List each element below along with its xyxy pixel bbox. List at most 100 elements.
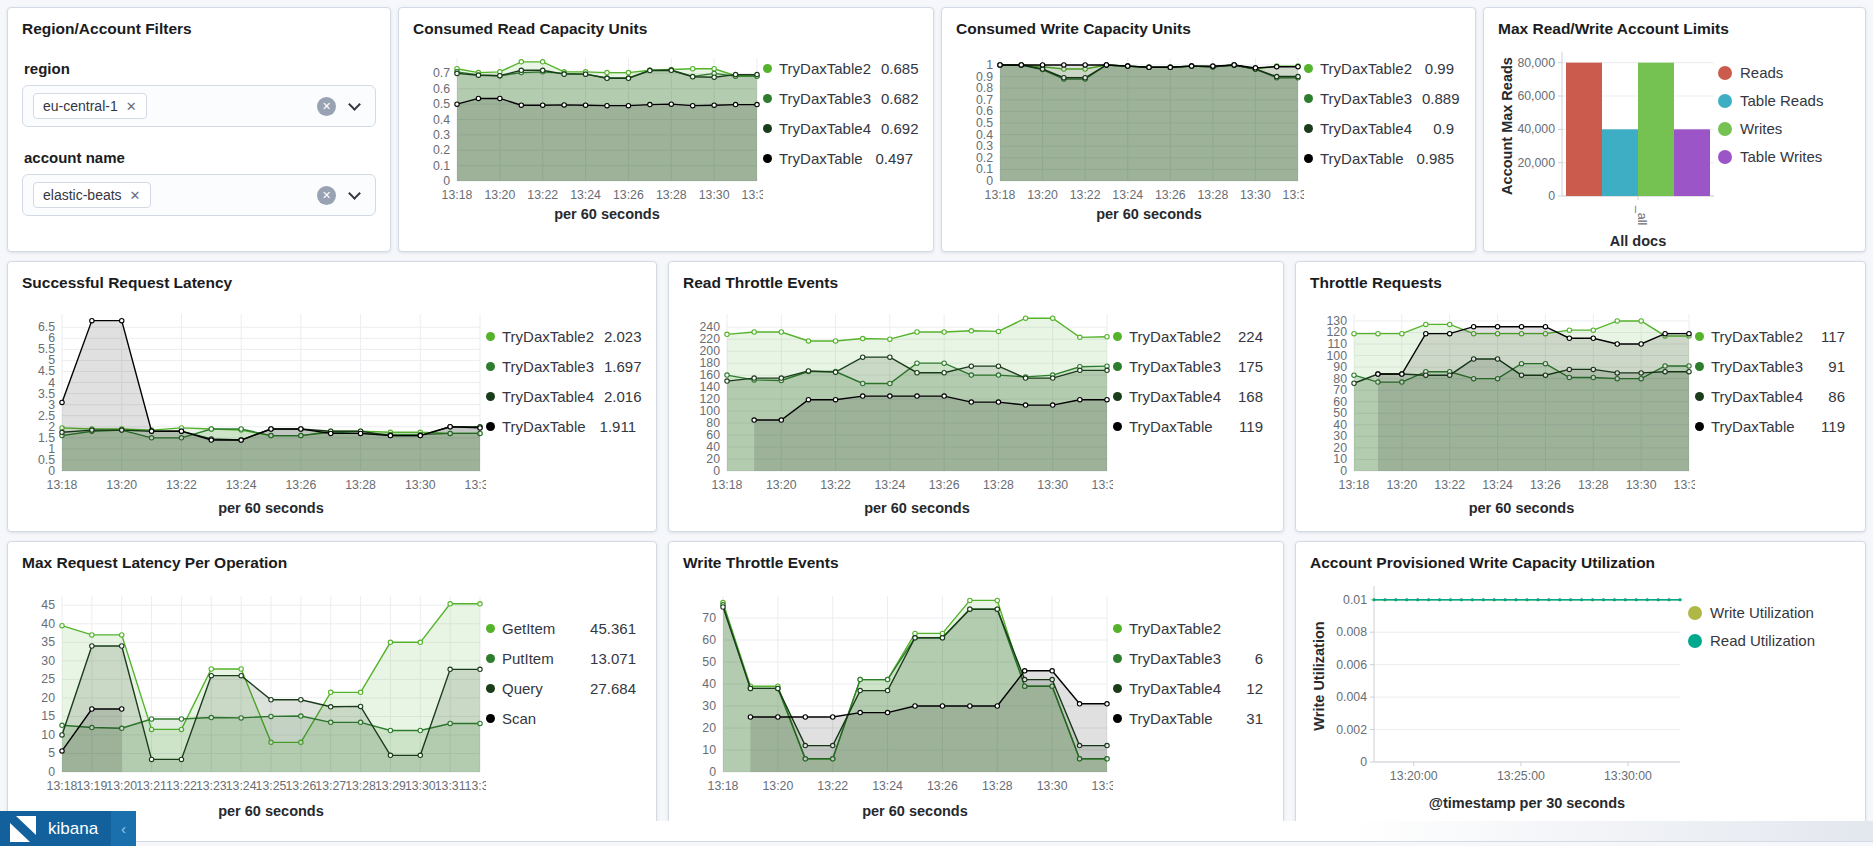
bar-table-reads[interactable] [1602, 129, 1638, 196]
chevron-down-icon[interactable] [348, 187, 361, 200]
legend-item-trydaxtable4[interactable]: TryDaxTable42.016 [486, 388, 636, 405]
svg-text:30: 30 [41, 654, 55, 668]
chevron-down-icon[interactable] [348, 98, 361, 111]
legend-item-trydaxtable[interactable]: TryDaxTable119 [1695, 418, 1845, 435]
write-capacity-utilization-chart[interactable]: 0.010.0080.0060.0040.002013:20:0013:25:0… [1310, 576, 1688, 814]
legend-item-reads[interactable]: Reads80000 [1718, 64, 1843, 81]
throttle-requests-chart[interactable]: 130120110100908070605040302010013:1813:2… [1310, 304, 1695, 519]
legend-item-query[interactable]: Query27.684 [486, 680, 636, 697]
read-throttle-events-chart[interactable]: 24022020018016014012010080604020013:1813… [683, 304, 1113, 519]
svg-text:per 60 seconds: per 60 seconds [1469, 500, 1575, 516]
legend-item-trydaxtable3[interactable]: TryDaxTable391 [1695, 358, 1845, 375]
svg-text:13:28: 13:28 [1197, 188, 1228, 202]
svg-text:10: 10 [41, 728, 55, 742]
legend-item-trydaxtable4[interactable]: TryDaxTable412 [1113, 680, 1263, 697]
svg-text:0.002: 0.002 [1336, 723, 1367, 737]
write-throttle-events-chart[interactable]: 70605040302010013:1813:2013:2213:2413:26… [683, 584, 1113, 822]
close-icon[interactable]: ✕ [130, 188, 141, 203]
legend-item-trydaxtable[interactable]: TryDaxTable0.985 [1304, 150, 1454, 167]
legend-dot [763, 124, 772, 133]
legend-dot [1695, 362, 1704, 371]
legend-item-trydaxtable[interactable]: TryDaxTable1.911 [486, 418, 636, 435]
legend-item-putitem[interactable]: PutItem13.071 [486, 650, 636, 667]
close-icon[interactable]: ✕ [126, 99, 137, 114]
legend-item-trydaxtable4[interactable]: TryDaxTable40.692 [763, 120, 913, 137]
account-name-pill[interactable]: elastic-beats ✕ [33, 182, 151, 208]
svg-text:13:20: 13:20 [1027, 188, 1058, 202]
svg-text:0: 0 [48, 765, 55, 779]
legend-dot [1113, 714, 1122, 723]
svg-text:30: 30 [702, 699, 716, 713]
legend-item-getitem[interactable]: GetItem45.361 [486, 620, 636, 637]
legend-item-trydaxtable3[interactable]: TryDaxTable31.697 [486, 358, 636, 375]
panel-region-account-filters: Region/Account Filters region eu-central… [7, 7, 391, 252]
legend-label: TryDaxTable2 [1709, 328, 1811, 345]
panel-title: Consumed Read Capacity Units [413, 20, 919, 38]
legend-item-scan[interactable]: Scan [486, 710, 636, 727]
kibana-logo-link[interactable]: kibana [0, 811, 111, 846]
svg-text:13:22: 13:22 [1434, 478, 1465, 492]
panel-write-capacity-utilization: Account Provisioned Write Capacity Utili… [1295, 541, 1866, 837]
svg-text:13:28: 13:28 [656, 188, 687, 202]
max-account-limits-chart[interactable]: 80,00060,00040,00020,0000Account Max Rea… [1498, 46, 1718, 252]
legend-dot [1113, 392, 1122, 401]
legend-item-trydaxtable2[interactable]: TryDaxTable20.99 [1304, 60, 1454, 77]
bar-reads[interactable] [1566, 63, 1602, 196]
legend-item-trydaxtable2[interactable]: TryDaxTable2 [1113, 620, 1263, 637]
legend-item-trydaxtable[interactable]: TryDaxTable0.497 [763, 150, 913, 167]
legend-item-trydaxtable[interactable]: TryDaxTable119 [1113, 418, 1263, 435]
legend-item-trydaxtable3[interactable]: TryDaxTable30.889 [1304, 90, 1454, 107]
legend-item-trydaxtable[interactable]: TryDaxTable31 [1113, 710, 1263, 727]
legend-dot [486, 392, 495, 401]
legend-item-trydaxtable4[interactable]: TryDaxTable40.9 [1304, 120, 1454, 137]
account-name-pill-label: elastic-beats [43, 187, 122, 203]
consumed-write-capacity-chart[interactable]: 10.90.80.70.60.50.40.30.20.1013:1813:201… [956, 50, 1304, 225]
legend-item-writes[interactable]: Writes80000 [1718, 120, 1843, 137]
legend-item-read-utilization[interactable]: Read Utilization [1688, 632, 1845, 649]
max-request-latency-chart[interactable]: 45403530252015105013:1813:1913:2013:2113… [22, 584, 486, 822]
svg-text:per 60 seconds: per 60 seconds [864, 500, 970, 516]
bar-writes[interactable] [1638, 63, 1674, 196]
legend-value: 1.697 [594, 358, 642, 375]
svg-text:0: 0 [709, 765, 716, 779]
legend-item-trydaxtable3[interactable]: TryDaxTable3175 [1113, 358, 1263, 375]
svg-text:20: 20 [41, 691, 55, 705]
chart-legend: Reads80000 Table Reads40000 Writes80000 Tab… [1718, 46, 1843, 176]
circle-close-icon[interactable]: ✕ [317, 97, 336, 116]
svg-text:13:32: 13:32 [742, 188, 763, 202]
legend-value: 0.682 [871, 90, 919, 107]
svg-text:13:32: 13:32 [465, 478, 486, 492]
svg-text:0.3: 0.3 [433, 128, 450, 142]
svg-text:13:22: 13:22 [166, 478, 197, 492]
svg-text:13:24: 13:24 [226, 779, 257, 793]
collapse-nav-button[interactable]: ‹ [111, 811, 136, 846]
legend-label: Writes [1738, 120, 1843, 137]
legend-item-trydaxtable2[interactable]: TryDaxTable20.685 [763, 60, 913, 77]
svg-text:13:27: 13:27 [315, 779, 346, 793]
legend-item-trydaxtable4[interactable]: TryDaxTable4168 [1113, 388, 1263, 405]
legend-item-write-utilization[interactable]: Write Utilization [1688, 604, 1845, 621]
legend-item-trydaxtable2[interactable]: TryDaxTable2224 [1113, 328, 1263, 345]
svg-text:13:23: 13:23 [196, 779, 227, 793]
svg-text:per 60 seconds: per 60 seconds [218, 803, 324, 819]
legend-item-trydaxtable3[interactable]: TryDaxTable36 [1113, 650, 1263, 667]
legend-item-table-writes[interactable]: Table Writes40000 [1718, 148, 1843, 165]
filter-label-account-name: account name [24, 149, 374, 166]
legend-label: TryDaxTable2 [777, 60, 871, 77]
panel-title: Account Provisioned Write Capacity Utili… [1310, 554, 1851, 572]
region-combobox[interactable]: eu-central-1 ✕ ✕ [22, 85, 376, 127]
svg-text:0: 0 [1340, 464, 1347, 478]
legend-item-trydaxtable2[interactable]: TryDaxTable2117 [1695, 328, 1845, 345]
svg-text:35: 35 [41, 635, 55, 649]
legend-item-trydaxtable3[interactable]: TryDaxTable30.682 [763, 90, 913, 107]
account-name-combobox[interactable]: elastic-beats ✕ ✕ [22, 174, 376, 216]
successful-request-latency-chart[interactable]: 6.565.554.543.532.521.510.5013:1813:2013… [22, 304, 486, 519]
region-pill[interactable]: eu-central-1 ✕ [33, 93, 147, 119]
circle-close-icon[interactable]: ✕ [317, 186, 336, 205]
consumed-read-capacity-chart[interactable]: 0.70.60.50.40.30.20.1013:1813:2013:2213:… [413, 50, 763, 225]
legend-dot [1695, 392, 1704, 401]
legend-item-table-reads[interactable]: Table Reads40000 [1718, 92, 1843, 109]
legend-item-trydaxtable4[interactable]: TryDaxTable486 [1695, 388, 1845, 405]
legend-item-trydaxtable2[interactable]: TryDaxTable22.023 [486, 328, 636, 345]
bar-table-writes[interactable] [1674, 129, 1710, 196]
